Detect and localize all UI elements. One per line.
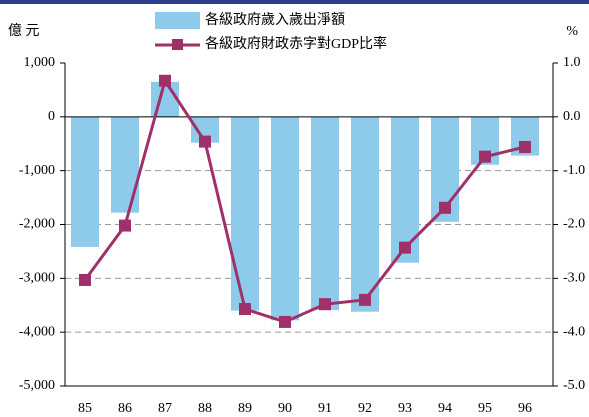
- legend-swatch: [155, 12, 200, 29]
- x-tick-label: 90: [278, 401, 292, 416]
- line-marker: [279, 315, 291, 328]
- bar: [111, 116, 139, 213]
- bar: [271, 116, 299, 321]
- legend-label: 各級政府歲入歲出淨額: [205, 12, 345, 28]
- line-marker: [439, 201, 451, 214]
- y2-tick-label: -3.0: [563, 271, 585, 286]
- line-marker: [119, 219, 131, 232]
- x-tick-label: 86: [118, 401, 132, 416]
- line-marker: [319, 298, 331, 311]
- y-tick-label: -5,000: [19, 378, 55, 393]
- y2-tick-label: 0.0: [563, 109, 581, 124]
- y2-tick-label: -4.0: [563, 324, 585, 339]
- x-tick-label: 85: [78, 401, 92, 416]
- x-tick-label: 92: [358, 401, 372, 416]
- bar: [311, 116, 339, 311]
- top-band: [0, 0, 589, 4]
- y-tick-label: -4,000: [19, 324, 55, 339]
- x-tick-label: 89: [238, 401, 252, 416]
- line: [83, 77, 526, 324]
- y2-tick-label: -5.0: [563, 378, 585, 393]
- line-marker: [399, 241, 411, 254]
- x-tick-label: 96: [518, 401, 532, 416]
- y2-tick-label: -1.0: [563, 163, 585, 178]
- line-marker: [199, 135, 211, 148]
- x-tick-label: 94: [438, 401, 452, 416]
- bar: [71, 116, 99, 247]
- line-marker: [79, 273, 91, 286]
- x-tick-label: 91: [318, 401, 332, 416]
- y2-axis-title: %: [566, 24, 578, 39]
- line-marker: [519, 140, 531, 153]
- y-axis-title: 億 元: [8, 23, 40, 39]
- legend-label: 各級政府財政赤字對GDP比率: [205, 35, 387, 52]
- line-marker: [159, 74, 171, 87]
- x-tick-label: 93: [398, 401, 412, 416]
- line-marker: [359, 293, 371, 306]
- line-marker: [239, 303, 251, 316]
- y-tick-label: 1,000: [24, 55, 56, 70]
- bar: [231, 116, 259, 311]
- y-tick-label: 0: [48, 109, 55, 124]
- y-tick-label: -2,000: [19, 217, 55, 232]
- y2-tick-label: 1.0: [563, 55, 581, 70]
- x-tick-label: 87: [158, 401, 172, 416]
- legend-marker: [172, 39, 183, 50]
- x-tick-label: 95: [478, 401, 492, 416]
- y2-tick-label: -2.0: [563, 217, 585, 232]
- x-tick-label: 88: [198, 401, 212, 416]
- bar: [351, 116, 379, 312]
- line-marker: [479, 150, 491, 163]
- bar: [391, 116, 419, 263]
- y-tick-label: -3,000: [19, 271, 55, 286]
- y-tick-label: -1,000: [19, 163, 55, 178]
